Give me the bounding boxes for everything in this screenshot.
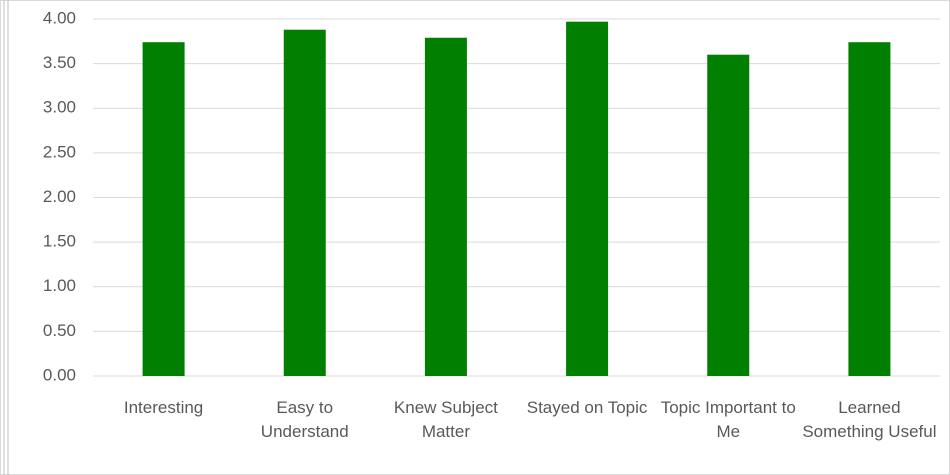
x-tick-label: Knew Subject Matter	[393, 398, 498, 441]
y-tick-label: 1.00	[43, 276, 76, 295]
y-tick-label: 4.00	[43, 8, 76, 27]
y-tick-label: 3.50	[43, 53, 76, 72]
y-tick-label: 0.00	[43, 365, 76, 384]
x-tick-label: Easy to Understand	[260, 398, 349, 441]
bar	[707, 54, 750, 376]
y-tick-label: 2.00	[43, 187, 76, 206]
x-tick-label: Interesting	[123, 398, 204, 417]
bar	[283, 29, 326, 377]
bar	[566, 21, 609, 377]
bar	[142, 42, 185, 377]
bar	[424, 37, 467, 377]
y-tick-label: 0.50	[43, 321, 76, 340]
x-tick-label: Stayed on Topic	[526, 398, 648, 417]
x-tick-label: Topic Important to Me	[660, 398, 796, 441]
y-tick-label: 2.50	[43, 142, 76, 161]
y-tick-label: 1.50	[43, 232, 76, 251]
y-tick-label: 3.00	[43, 98, 76, 117]
bar	[848, 42, 891, 377]
x-tick-label: Learned Something Useful	[802, 398, 937, 441]
